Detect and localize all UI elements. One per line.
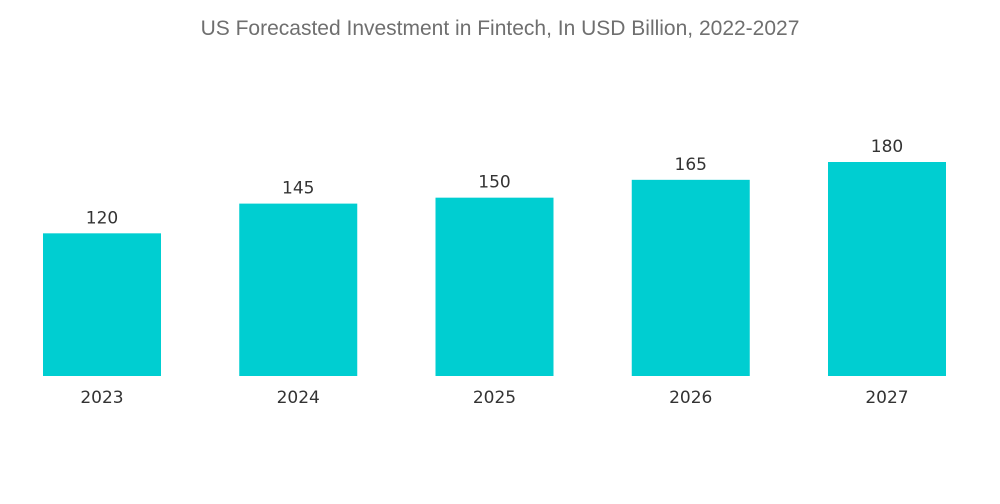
bar-2024 <box>239 203 358 376</box>
value-label-2026: 165 <box>675 155 707 175</box>
bar-2023 <box>43 233 161 376</box>
x-tick-label-2025: 2025 <box>473 388 516 408</box>
value-label-2023: 120 <box>86 208 118 228</box>
value-label-2027: 180 <box>871 137 903 157</box>
x-tick-label-2024: 2024 <box>277 388 320 408</box>
x-axis-ticks-group: 2023 2024 2025 2026 2027 <box>80 388 908 408</box>
chart-title: US Forecasted Investment in Fintech, In … <box>200 17 800 40</box>
bars-group <box>43 162 946 376</box>
bar-2025 <box>435 197 554 376</box>
value-label-2025: 150 <box>478 173 510 193</box>
x-tick-label-2023: 2023 <box>80 388 123 408</box>
bar-2026 <box>631 179 750 376</box>
x-tick-label-2027: 2027 <box>865 388 908 408</box>
value-labels-group: 120 145 150 165 180 <box>86 137 903 228</box>
value-label-2024: 145 <box>282 179 314 199</box>
bar-2027 <box>828 162 946 376</box>
x-tick-label-2026: 2026 <box>669 388 712 408</box>
